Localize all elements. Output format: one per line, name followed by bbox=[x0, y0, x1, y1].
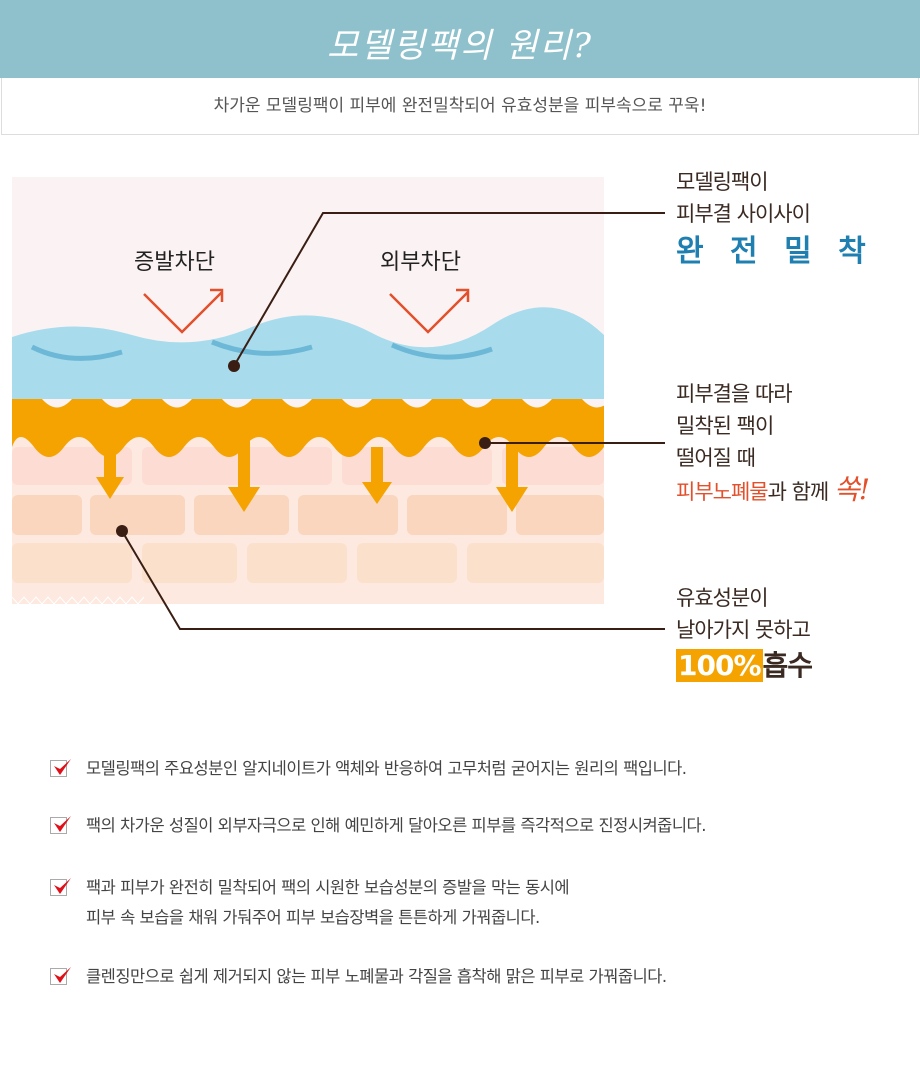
callout-emphasis: 완 전 밀 착 bbox=[676, 234, 874, 269]
callout-pop-text: 쏙! bbox=[833, 473, 870, 506]
checklist-text: 팩의 차가운 성질이 외부자극으로 인해 예민하게 달아오른 피부를 즉각적으로… bbox=[86, 816, 706, 835]
up-arrows bbox=[143, 288, 470, 334]
checklist-text: 모델링팩의 주요성분인 알지네이트가 액체와 반응하여 고무처럼 굳어지는 원리… bbox=[86, 759, 687, 778]
callout-line: 모델링팩이 bbox=[676, 170, 769, 194]
checklist-text: 팩과 피부가 완전히 밀착되어 팩의 시원한 보습성분의 증발을 막는 동시에 bbox=[86, 878, 570, 897]
callout-line: 피부결을 따라 bbox=[676, 382, 793, 406]
page-title: 모델링팩의 원리? bbox=[327, 26, 593, 66]
checklist-item: 모델링팩의 주요성분인 알지네이트가 액체와 반응하여 고무처럼 굳어지는 원리… bbox=[50, 754, 687, 784]
checklist-text: 클렌징만으로 쉽게 제거되지 않는 피부 노폐물과 각질을 흡착해 맑은 피부로… bbox=[86, 967, 667, 986]
checkmark-icon bbox=[50, 759, 71, 777]
callout-line: 피부결 사이사이 bbox=[676, 202, 811, 226]
callout-line: 날아가지 못하고 bbox=[676, 618, 811, 642]
subtitle: 차가운 모델링팩이 피부에 완전밀착되어 유효성분을 피부속으로 꾸욱! bbox=[1, 78, 919, 135]
callout-waste-removal: 피부결을 따라 밀착된 팩이 떨어질 때 피부노폐물과 함께 쏙! bbox=[676, 378, 870, 508]
skin-bricks bbox=[12, 437, 604, 604]
header-banner: 모델링팩의 원리? bbox=[0, 0, 920, 78]
checkmark-icon bbox=[50, 816, 71, 834]
callout-red-text: 피부노폐물 bbox=[676, 480, 769, 504]
skin-layer-illustration bbox=[12, 177, 604, 604]
callout-line: 떨어질 때 bbox=[676, 446, 756, 470]
orange-pack-layer bbox=[12, 390, 604, 457]
callout-text: 흡수 bbox=[762, 649, 814, 682]
callout-full-adhesion: 모델링팩이 피부결 사이사이 완 전 밀 착 bbox=[676, 166, 874, 268]
checklist-item: 클렌징만으로 쉽게 제거되지 않는 피부 노폐물과 각질을 흡착해 맑은 피부로… bbox=[50, 962, 667, 992]
label-external-block: 외부차단 bbox=[380, 250, 461, 275]
blue-pack-layer bbox=[12, 307, 604, 399]
label-evaporation-block: 증발차단 bbox=[134, 250, 215, 275]
checklist-item: 팩의 차가운 성질이 외부자극으로 인해 예민하게 달아오른 피부를 즉각적으로… bbox=[50, 811, 706, 841]
callout-line: 유효성분이 bbox=[676, 586, 769, 610]
callout-highlight: 100% bbox=[676, 649, 763, 682]
checkmark-icon bbox=[50, 967, 71, 985]
checklist-text: 피부 속 보습을 채워 가둬주어 피부 보습장벽을 튼튼하게 가꿔줍니다. bbox=[86, 908, 540, 927]
checkmark-icon bbox=[50, 878, 71, 896]
callout-text: 과 함께 bbox=[767, 480, 830, 504]
callout-line: 밀착된 팩이 bbox=[676, 414, 774, 438]
callout-absorption: 유효성분이 날아가지 못하고 100%흡수 bbox=[676, 582, 814, 684]
down-arrows bbox=[96, 439, 528, 512]
